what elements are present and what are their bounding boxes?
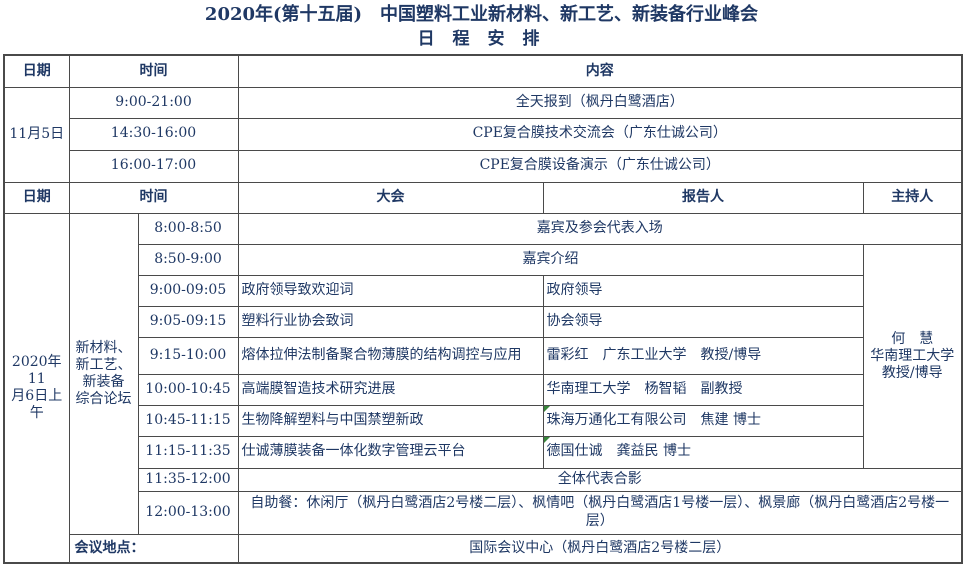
event-cell: 塑料行业协会致词 — [237, 305, 544, 338]
host-name: 何 慧 — [891, 330, 934, 347]
event-cell: 政府领导致欢迎词 — [237, 274, 544, 307]
host-title: 教授/博导 — [881, 364, 943, 381]
event-cell: 高端膜智造技术研究进展 — [237, 373, 544, 406]
speaker-text: 德国仕诚 龚益民 博士 — [546, 443, 691, 460]
title-block: 2020年(第十五届) 中国塑料工业新材料、新工艺、新装备行业峰会 日 程 安 … — [0, 3, 963, 51]
event-cell: 全体代表合影 — [237, 467, 963, 492]
host-cell: 何 慧 华南理工大学 教授/博导 — [862, 243, 963, 469]
header-host: 主持人 — [862, 181, 963, 214]
host-affiliation: 华南理工大学 — [870, 347, 955, 364]
forum-line: 新装备 — [82, 373, 125, 390]
venue-value: 国际会议中心（枫丹白鹭酒店2号楼二层） — [237, 533, 963, 564]
date-line: 月6日上 — [11, 387, 63, 404]
date-line: 午 — [29, 404, 44, 421]
time-cell: 14:30-16:00 — [68, 117, 239, 151]
date-cell-nov5: 11月5日 — [3, 86, 70, 183]
date-line: 2020年11 — [11, 353, 62, 387]
header-date-2: 日期 — [3, 181, 70, 214]
schedule-table: 日期 时间 内容 11月5日 9:00-21:00 全天报到（枫丹白鹭酒店） 1… — [3, 54, 963, 564]
event-cell: 熔体拉伸法制备聚合物薄膜的结构调控与应用 — [237, 336, 544, 375]
speaker-text: 珠海万通化工有限公司 焦建 博士 — [546, 411, 761, 428]
header-speaker: 报告人 — [542, 181, 864, 214]
speaker-cell: 雷彩红 广东工业大学 教授/博导 — [542, 336, 864, 375]
speaker-cell: 德国仕诚 龚益民 博士 — [542, 435, 864, 469]
header-date-1: 日期 — [3, 54, 70, 88]
event-cell: 生物降解塑料与中国禁塑新政 — [237, 404, 544, 437]
content-cell: CPE复合膜设备演示（广东仕诚公司） — [237, 149, 963, 183]
event-cell: 仕诚薄膜装备一体化数字管理云平台 — [237, 435, 544, 469]
date-cell-nov6: 2020年11 月6日上 午 — [3, 212, 70, 564]
event-cell: 嘉宾及参会代表入场 — [237, 212, 963, 245]
time-cell: 9:05-09:15 — [137, 305, 239, 338]
page-title: 2020年(第十五届) 中国塑料工业新材料、新工艺、新装备行业峰会 — [204, 4, 759, 25]
time-cell: 11:15-11:35 — [137, 435, 239, 469]
header-time-2: 时间 — [68, 181, 239, 214]
cell-comment-flag-icon — [544, 406, 550, 412]
time-cell: 16:00-17:00 — [68, 149, 239, 183]
speaker-cell: 政府领导 — [542, 274, 864, 307]
forum-line: 新工艺、 — [75, 356, 132, 373]
time-cell: 10:45-11:15 — [137, 404, 239, 437]
forum-line: 新材料、 — [75, 339, 132, 356]
forum-line: 综合论坛 — [75, 390, 132, 407]
time-cell: 12:00-13:00 — [137, 490, 239, 535]
event-cell: 嘉宾介绍 — [237, 243, 864, 276]
event-cell: 自助餐：休闲厅（枫丹白鹭酒店2号楼二层）、枫情吧（枫丹白鹭酒店1号楼一层）、枫景… — [237, 490, 963, 535]
content-cell: CPE复合膜技术交流会（广东仕诚公司） — [237, 117, 963, 151]
header-time-1: 时间 — [68, 54, 239, 88]
time-cell: 9:00-09:05 — [137, 274, 239, 307]
time-cell: 9:00-21:00 — [68, 86, 239, 119]
speaker-cell: 珠海万通化工有限公司 焦建 博士 — [542, 404, 864, 437]
header-conference: 大会 — [237, 181, 544, 214]
time-cell: 9:15-10:00 — [137, 336, 239, 375]
header-content: 内容 — [237, 54, 963, 88]
time-cell: 8:00-8:50 — [137, 212, 239, 245]
time-cell: 11:35-12:00 — [137, 467, 239, 492]
speaker-cell: 协会领导 — [542, 305, 864, 338]
page-subtitle: 日 程 安 排 — [417, 29, 546, 49]
venue-label: 会议地点： — [68, 533, 239, 564]
content-cell: 全天报到（枫丹白鹭酒店） — [237, 86, 963, 119]
speaker-cell: 华南理工大学 杨智韬 副教授 — [542, 373, 864, 406]
time-cell: 8:50-9:00 — [137, 243, 239, 276]
cell-comment-flag-icon — [544, 437, 550, 443]
forum-cell: 新材料、 新工艺、 新装备 综合论坛 — [68, 212, 139, 535]
time-cell: 10:00-10:45 — [137, 373, 239, 406]
